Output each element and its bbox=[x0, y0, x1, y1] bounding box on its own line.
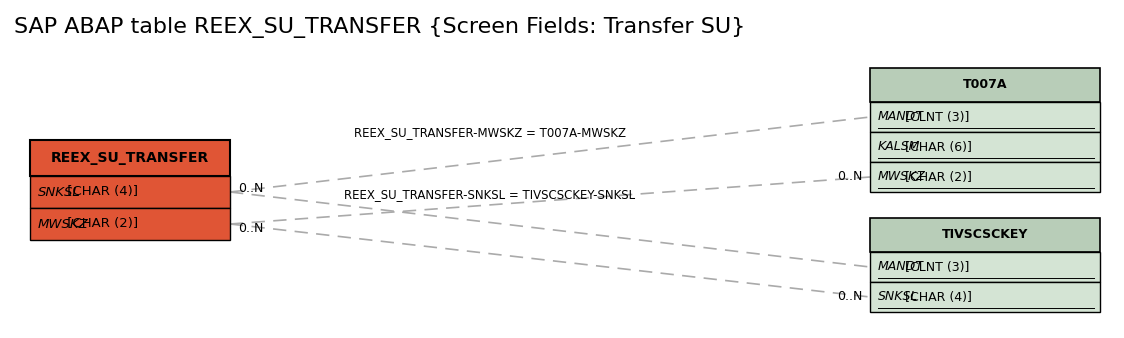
Bar bbox=[870, 132, 1100, 162]
Text: [CHAR (2)]: [CHAR (2)] bbox=[901, 170, 972, 184]
Bar bbox=[870, 252, 1100, 282]
Text: MWSKZ: MWSKZ bbox=[878, 170, 926, 184]
Text: REEX_SU_TRANSFER-MWSKZ = T007A-MWSKZ: REEX_SU_TRANSFER-MWSKZ = T007A-MWSKZ bbox=[354, 126, 626, 140]
Text: KALSM: KALSM bbox=[878, 141, 921, 153]
Text: 0..N: 0..N bbox=[836, 290, 862, 304]
Text: SNKSL: SNKSL bbox=[878, 290, 918, 304]
Text: 0..N: 0..N bbox=[238, 221, 263, 235]
Text: 0..N: 0..N bbox=[836, 170, 862, 184]
Text: MANDT: MANDT bbox=[878, 111, 924, 123]
Text: MWSKZ: MWSKZ bbox=[38, 217, 89, 231]
Text: [CLNT (3)]: [CLNT (3)] bbox=[901, 261, 970, 273]
Text: SNKSL: SNKSL bbox=[38, 186, 81, 198]
Text: [CHAR (6)]: [CHAR (6)] bbox=[901, 141, 972, 153]
Text: [CLNT (3)]: [CLNT (3)] bbox=[901, 111, 970, 123]
Text: TIVSCSCKEY: TIVSCSCKEY bbox=[942, 228, 1028, 241]
Bar bbox=[870, 68, 1100, 102]
Bar bbox=[870, 218, 1100, 252]
Text: T007A: T007A bbox=[963, 78, 1007, 92]
Text: [CHAR (4)]: [CHAR (4)] bbox=[63, 186, 138, 198]
Bar bbox=[870, 102, 1100, 132]
Bar bbox=[870, 282, 1100, 312]
Text: [CHAR (4)]: [CHAR (4)] bbox=[901, 290, 972, 304]
Text: REEX_SU_TRANSFER: REEX_SU_TRANSFER bbox=[51, 151, 209, 165]
Text: 0..N: 0..N bbox=[238, 182, 263, 194]
Text: MANDT: MANDT bbox=[878, 261, 924, 273]
Bar bbox=[30, 208, 230, 240]
Text: REEX_SU_TRANSFER-SNKSL = TIVSCSCKEY-SNKSL: REEX_SU_TRANSFER-SNKSL = TIVSCSCKEY-SNKS… bbox=[344, 189, 635, 201]
Text: [CHAR (2)]: [CHAR (2)] bbox=[63, 217, 138, 231]
Bar bbox=[30, 140, 230, 176]
Bar bbox=[870, 162, 1100, 192]
Bar bbox=[30, 176, 230, 208]
Text: SAP ABAP table REEX_SU_TRANSFER {Screen Fields: Transfer SU}: SAP ABAP table REEX_SU_TRANSFER {Screen … bbox=[13, 18, 745, 39]
